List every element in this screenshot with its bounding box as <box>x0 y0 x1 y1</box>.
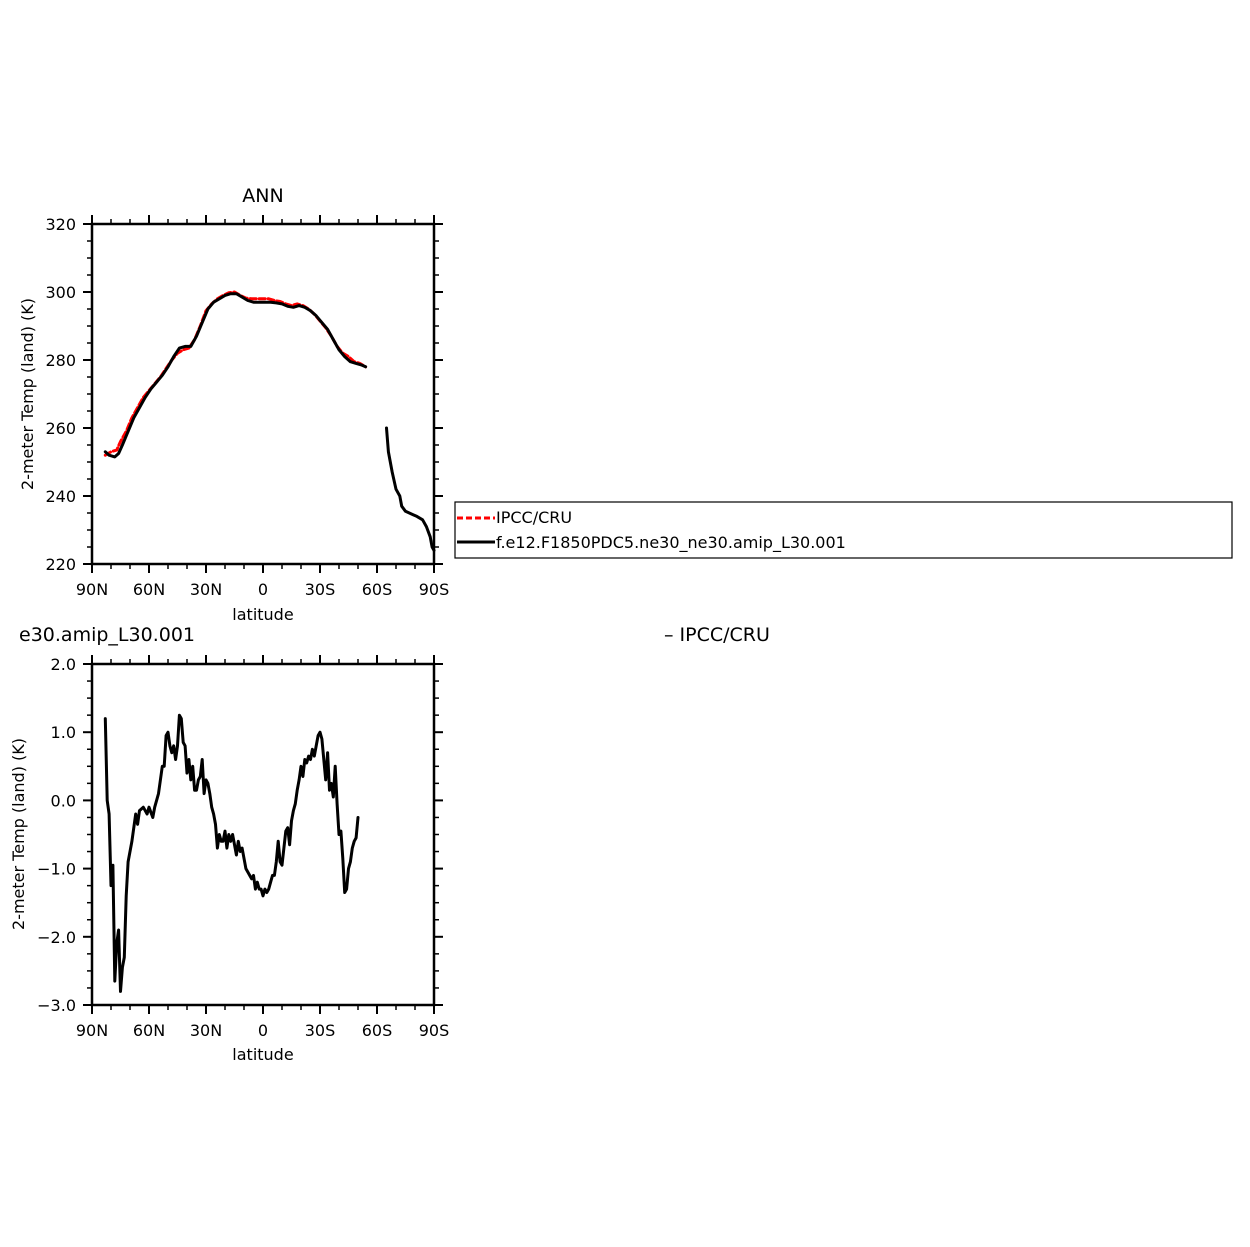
top-panel-series-line-1 <box>103 292 368 459</box>
y-tick-label: −2.0 <box>37 928 76 947</box>
top-panel-title: ANN <box>242 185 283 207</box>
bottom-panel-y-ticks: −3.0 −2.0 −1.0 0.0 1.0 2.0 <box>37 655 443 1015</box>
x-tick-label: 90N <box>76 1021 108 1040</box>
y-tick-label: 2.0 <box>51 655 76 674</box>
x-tick-label: 30N <box>190 1021 222 1040</box>
x-tick-label: 30N <box>190 580 222 599</box>
y-tick-label: 220 <box>45 555 76 574</box>
top-panel-series <box>103 290 436 552</box>
x-tick-label: 90N <box>76 580 108 599</box>
y-tick-label: −3.0 <box>37 996 76 1015</box>
y-tick-label: 300 <box>45 283 76 302</box>
legend-label-ipcc: IPCC/CRU <box>496 508 572 527</box>
y-tick-label: 260 <box>45 419 76 438</box>
top-panel-frame <box>90 222 436 566</box>
x-tick-label: 90S <box>419 1021 450 1040</box>
top-panel-ylabel: 2-meter Temp (land) (K) <box>18 298 37 490</box>
x-tick-label: 60N <box>133 580 165 599</box>
bottom-panel-subtitle: – IPCC/CRU <box>664 624 770 646</box>
y-tick-label: 1.0 <box>51 723 76 742</box>
x-tick-label: 60S <box>362 580 393 599</box>
top-panel-series-line-0 <box>103 290 368 457</box>
x-tick-label: 30S <box>305 580 336 599</box>
x-tick-label: 30S <box>305 1021 336 1040</box>
y-tick-label: 320 <box>45 215 76 234</box>
y-tick-label: 240 <box>45 487 76 506</box>
legend-label-model: f.e12.F1850PDC5.ne30_ne30.amip_L30.001 <box>496 533 846 553</box>
x-tick-label: 60N <box>133 1021 165 1040</box>
y-tick-label: 280 <box>45 351 76 370</box>
top-panel: ANN 90N 60N 30N 0 30S 60S 90S 220 240 260 280 300 3… <box>18 185 449 624</box>
bottom-panel-title: e30.amip_L30.001 <box>19 624 195 646</box>
bottom-panel-frame <box>90 662 436 1007</box>
x-tick-label: 0 <box>258 1021 268 1040</box>
bottom-panel: e30.amip_L30.001 – IPCC/CRU 90N 60N 30N 0 30… <box>9 624 770 1064</box>
legend: IPCC/CRU f.e12.F1850PDC5.ne30_ne30.amip_… <box>454 501 1233 559</box>
top-panel-xlabel: latitude <box>232 605 293 624</box>
top-panel-y-ticks: 220 240 260 280 300 320 <box>45 215 443 574</box>
bottom-panel-ylabel: 2-meter Temp (land) (K) <box>9 738 28 930</box>
top-panel-x-ticks: 90N 60N 30N 0 30S 60S 90S <box>76 215 449 599</box>
x-tick-label: 60S <box>362 1021 393 1040</box>
x-tick-label: 0 <box>258 580 268 599</box>
y-tick-label: 0.0 <box>51 791 76 810</box>
bottom-panel-xlabel: latitude <box>232 1045 293 1064</box>
legend-box <box>454 501 1233 559</box>
y-tick-label: −1.0 <box>37 860 76 879</box>
bottom-panel-series <box>103 713 360 993</box>
x-tick-label: 90S <box>419 580 450 599</box>
top-panel-series-line-2 <box>385 426 436 552</box>
bottom-panel-series-line-0 <box>103 713 360 993</box>
